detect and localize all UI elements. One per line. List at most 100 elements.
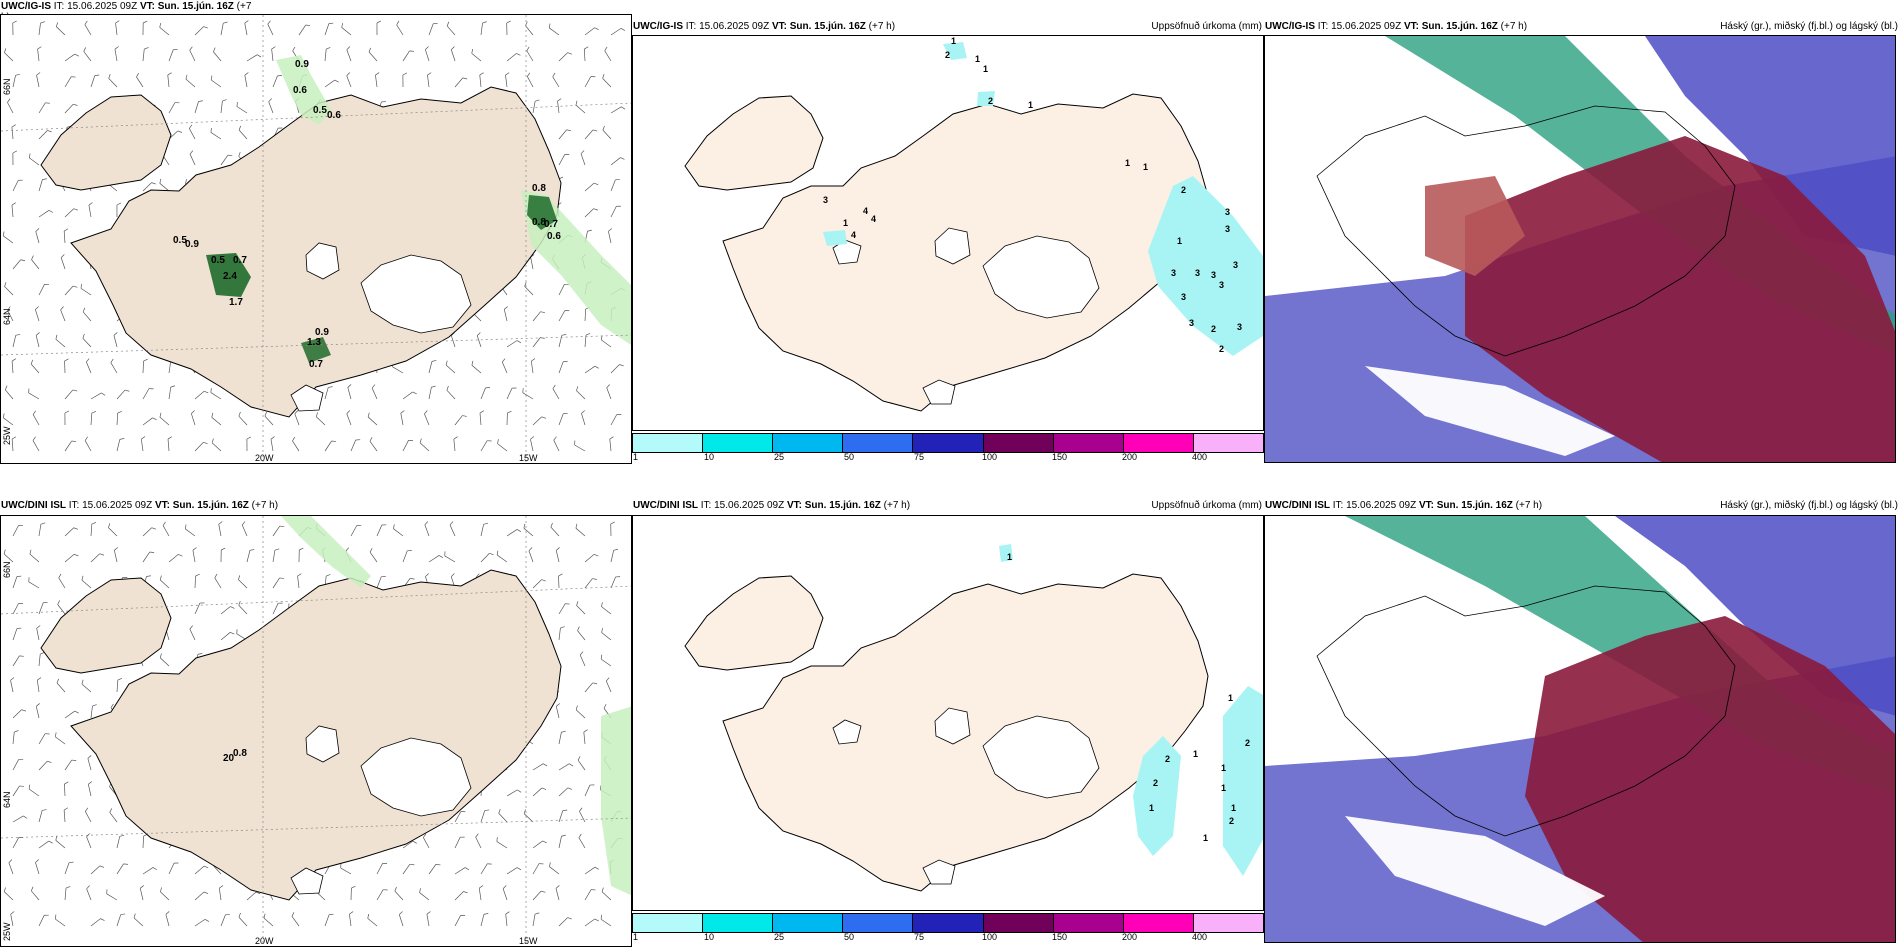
wind-barb [609, 436, 614, 452]
wind-barb [35, 703, 40, 719]
wind-barb [238, 411, 248, 426]
wind-barb [244, 20, 249, 36]
wind-barb [12, 333, 21, 348]
wind-barb [36, 72, 41, 88]
wind-barb [476, 332, 482, 348]
wind-barb [81, 575, 92, 589]
panel-title: Uppsöfnuð úrkoma (mm) [1151, 21, 1262, 32]
wind-barb [12, 20, 17, 36]
wind-barb [167, 436, 173, 452]
wind-barb [610, 364, 624, 374]
precip-value: 3 [1195, 268, 1200, 278]
wind-barb [113, 332, 118, 348]
wind-barb [496, 550, 508, 563]
precip-values: 1 2 1 1 2 1 1 1 2 3 3 4 1 4 4 3 1 3 3 3 [823, 36, 1242, 354]
wind-barb [185, 74, 196, 88]
wind-barb [142, 551, 155, 563]
wind-barb [30, 886, 40, 901]
map-area: 1 1 2 2 1 2 1 1 1 1 2 1 [632, 515, 1264, 911]
wind-barb [532, 416, 547, 426]
wind-barb [28, 577, 40, 589]
precip-value: 1 [1203, 833, 1208, 843]
wind-barb [116, 913, 126, 927]
wind-barb [376, 524, 387, 537]
precip-value: 3 [1219, 280, 1224, 290]
colorbar-label: 50 [844, 932, 855, 942]
wind-barb [244, 72, 249, 88]
wind-barb [558, 334, 567, 348]
wind-barb [64, 285, 78, 296]
wind-barb [55, 334, 66, 348]
wind-barb [110, 358, 118, 374]
wind-barb [136, 72, 144, 88]
wind-barb [213, 47, 222, 62]
precip-colorbar [632, 913, 1264, 933]
wind-barb [294, 410, 300, 426]
wind-barb [270, 436, 275, 452]
wind-barb [480, 21, 487, 36]
precip-value: 1 [1177, 236, 1182, 246]
wind-barb [109, 808, 118, 823]
precip-value: 20 [223, 753, 235, 764]
glacier-vatnajokull [982, 715, 1100, 799]
wind-barb [454, 811, 466, 823]
wind-barb [7, 306, 14, 322]
wind-barb [116, 410, 122, 426]
precip-value: 4 [863, 206, 868, 216]
wind-barb [402, 72, 408, 88]
wind-barb [12, 259, 26, 270]
wind-barb [558, 283, 569, 296]
colorbar-label: 75 [914, 932, 925, 942]
wind-barb [608, 228, 613, 244]
precip-value: 1 [1149, 803, 1154, 813]
colorbar-label: 75 [914, 452, 925, 462]
precip-value: 1 [951, 36, 956, 46]
panel-bottom-mid-precip: UWC/DINI ISL IT: 15.06.2025 09Z VT: Sun.… [632, 485, 1264, 950]
wind-barb [83, 47, 92, 62]
wind-barb [368, 47, 378, 62]
panel-bottom-right-clouds: UWC/DINI ISL IT: 15.06.2025 09Z VT: Sun.… [1264, 485, 1900, 950]
cyan-precip-south-east [1133, 736, 1181, 856]
wind-barb [454, 915, 466, 927]
wind-barb [159, 412, 170, 426]
wind-barb [38, 914, 49, 927]
precip-value: 2 [1219, 344, 1224, 354]
precip-value: 1 [1231, 803, 1236, 813]
wind-barb [220, 154, 233, 166]
wind-barb [503, 306, 508, 322]
wind-barb [324, 913, 334, 927]
wind-barb [424, 521, 430, 537]
wind-barb [90, 918, 105, 927]
wind-barb [84, 20, 92, 36]
wind-barb [584, 918, 599, 927]
glacier-myrdal [290, 867, 324, 895]
wind-barb [115, 20, 120, 36]
wind-barb [194, 100, 203, 114]
colorbar-swatch [773, 914, 844, 932]
precip-value: 1 [1143, 162, 1148, 172]
wind-barb [402, 439, 413, 452]
glacier-langjokull [934, 707, 971, 745]
wind-barb [501, 358, 508, 374]
precip-map: 1 2 1 1 2 1 1 1 2 3 3 4 1 4 4 3 1 3 3 3 [684, 36, 1263, 412]
lon-label-20w: 20W [255, 936, 274, 946]
wind-barb [367, 412, 378, 426]
wind-barb [220, 21, 228, 36]
wind-barb [11, 124, 16, 140]
precip-value: 3 [1181, 292, 1186, 302]
wind-barb [548, 23, 560, 36]
wind-barb [550, 522, 560, 537]
colorbar-label: 400 [1192, 452, 1208, 462]
wind-barb [419, 438, 430, 452]
wind-barb [214, 573, 222, 589]
wind-barb [86, 358, 92, 374]
wind-barb [142, 867, 158, 875]
wind-barb [428, 555, 444, 563]
precip-value: 1 [1221, 783, 1226, 793]
wind-barb [64, 781, 69, 797]
wind-barb [350, 439, 361, 452]
wind-barb [530, 436, 535, 452]
wind-barb [552, 72, 560, 88]
wind-barb [298, 24, 311, 36]
precip-value: 1 [975, 54, 980, 64]
